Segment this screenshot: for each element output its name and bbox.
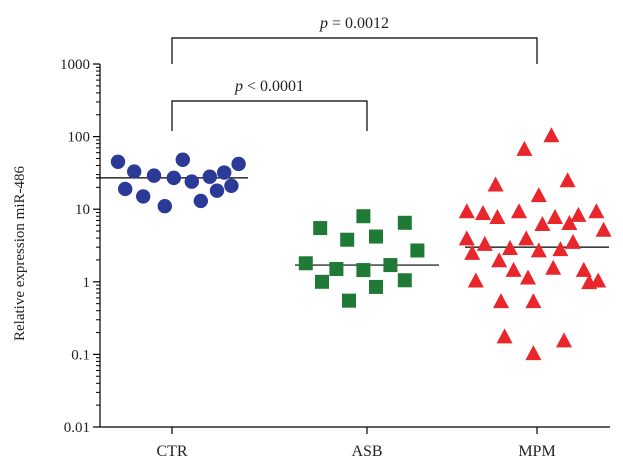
- mpm-point: [496, 328, 513, 344]
- x-tick-label-asb: ASB: [351, 443, 382, 460]
- ctr-point: [209, 183, 225, 198]
- mpm-point: [458, 230, 475, 246]
- mpm-point: [547, 208, 563, 224]
- ctr-point: [118, 181, 133, 197]
- ctr-point: [175, 152, 190, 167]
- mpm-point: [530, 187, 547, 203]
- mpm-point: [525, 345, 542, 361]
- asb-point: [342, 293, 356, 308]
- ctr-point: [157, 198, 172, 214]
- mpm-point: [561, 214, 578, 230]
- asb-point: [315, 274, 329, 289]
- y-axis-title: Relative expression miR-486: [12, 166, 28, 341]
- mpm-point: [565, 233, 581, 249]
- y-axis: 0.01 0.1 1 10 100 1000: [60, 57, 101, 436]
- mpm-point: [487, 176, 504, 192]
- ctr-point: [136, 189, 151, 204]
- mpm-point: [520, 269, 536, 285]
- mpm-point: [491, 252, 508, 268]
- asb-point: [329, 262, 344, 277]
- mpm-point: [570, 206, 587, 222]
- mpm-point: [588, 203, 605, 219]
- mpm-point: [595, 221, 612, 237]
- median-lines: [96, 177, 609, 266]
- ctr-point: [193, 193, 208, 209]
- mpm-point: [543, 127, 560, 143]
- p-symbol: p: [234, 78, 243, 95]
- mpm-point: [590, 272, 607, 288]
- x-axis: CTR ASB MPM: [100, 426, 610, 460]
- mpm-point: [511, 203, 527, 219]
- p-value: = 0.0012: [328, 15, 389, 32]
- ctr-point: [127, 164, 142, 179]
- y-tick-label: 0.01: [64, 420, 90, 436]
- y-tick-label: 10: [75, 202, 90, 218]
- mpm-point: [556, 332, 572, 348]
- y-tick-label: 1000: [60, 57, 90, 73]
- asb-point: [356, 263, 371, 278]
- y-tick-label: 1: [83, 275, 91, 291]
- p-value: < 0.0001: [243, 78, 304, 95]
- mpm-point: [475, 205, 491, 221]
- asb-point: [397, 273, 412, 288]
- mpm-point: [559, 172, 576, 188]
- data-points: [110, 127, 612, 361]
- p-value-label-1: p < 0.0001: [234, 78, 304, 95]
- asb-point: [340, 232, 355, 247]
- ctr-point: [224, 178, 239, 194]
- mpm-point: [493, 293, 509, 309]
- p-value-label-2: p = 0.0012: [319, 15, 389, 32]
- ctr-point: [166, 170, 181, 186]
- ctr-point: [202, 169, 217, 184]
- mpm-point: [458, 203, 475, 219]
- mpm-point: [545, 259, 562, 275]
- significance-bracket-1: [171, 100, 368, 131]
- ctr-point: [217, 165, 232, 180]
- mpm-point: [530, 242, 547, 258]
- asb-point: [298, 256, 313, 271]
- y-tick-label: 0.1: [71, 347, 90, 363]
- asb-point: [313, 221, 328, 236]
- p-symbol: p: [319, 15, 328, 32]
- mpm-point: [525, 293, 542, 309]
- asb-point: [383, 258, 398, 273]
- mpm-point: [489, 208, 506, 224]
- ctr-point: [110, 154, 126, 169]
- mpm-point: [518, 230, 535, 246]
- mpm-point: [464, 244, 481, 260]
- mpm-point: [502, 240, 518, 256]
- mpm-point: [467, 272, 484, 288]
- ctr-point: [146, 168, 162, 183]
- mpm-point: [516, 140, 533, 156]
- asb-point: [369, 229, 383, 244]
- mpm-point: [476, 235, 493, 251]
- significance-bracket-2: [171, 37, 538, 64]
- x-tick-label-mpm: MPM: [518, 443, 555, 460]
- asb-point: [410, 243, 425, 258]
- mpm-point: [534, 216, 551, 232]
- asb-point: [356, 209, 371, 224]
- ctr-point: [231, 156, 246, 172]
- x-tick-label-ctr: CTR: [156, 443, 187, 460]
- mpm-point: [552, 241, 569, 257]
- mpm-point: [505, 261, 522, 277]
- asb-point: [369, 279, 383, 294]
- y-tick-label: 100: [68, 130, 91, 146]
- ctr-point: [184, 174, 199, 189]
- asb-point: [397, 215, 412, 230]
- mpm-point: [575, 261, 592, 277]
